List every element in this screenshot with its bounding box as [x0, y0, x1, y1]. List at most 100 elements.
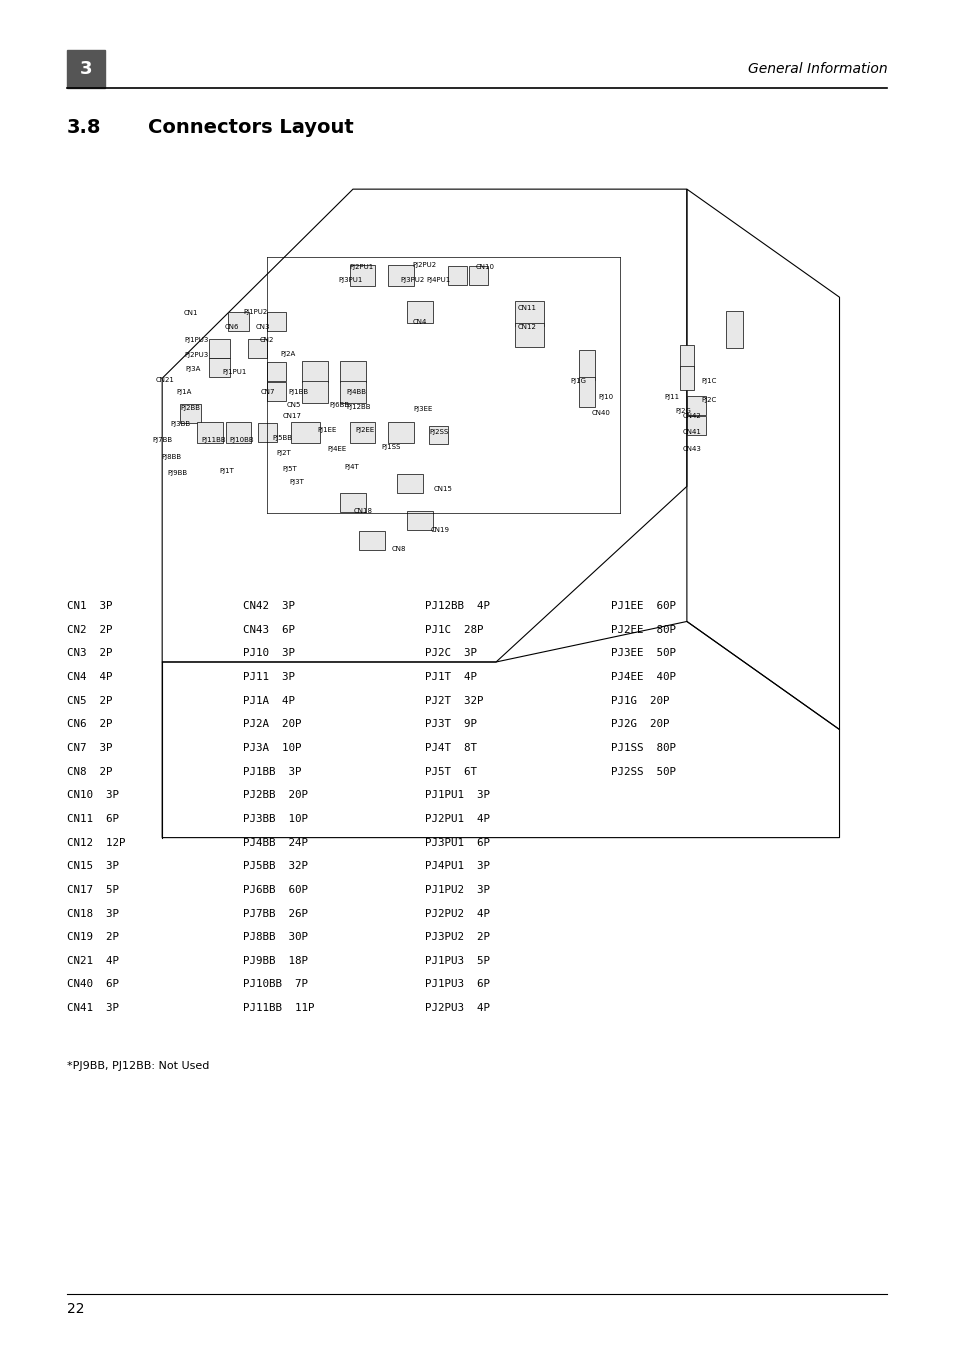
Text: CN7: CN7	[260, 389, 274, 394]
FancyBboxPatch shape	[406, 511, 432, 530]
Text: CN2: CN2	[259, 338, 274, 343]
Text: PJ4EE: PJ4EE	[327, 446, 346, 451]
Text: PJ3BB  10P: PJ3BB 10P	[243, 813, 308, 824]
FancyBboxPatch shape	[515, 323, 543, 347]
FancyBboxPatch shape	[578, 377, 595, 407]
Text: CN8: CN8	[392, 546, 406, 551]
FancyBboxPatch shape	[387, 265, 414, 286]
Text: PJ1T  4P: PJ1T 4P	[424, 671, 476, 682]
FancyBboxPatch shape	[301, 361, 328, 382]
Text: CN10: CN10	[476, 265, 495, 270]
Text: PJ2PU1  4P: PJ2PU1 4P	[424, 813, 489, 824]
Text: CN41  3P: CN41 3P	[67, 1002, 119, 1013]
Text: CN41: CN41	[682, 430, 701, 435]
FancyBboxPatch shape	[267, 382, 286, 401]
Text: PJ10BB  7P: PJ10BB 7P	[243, 979, 308, 989]
FancyBboxPatch shape	[429, 426, 448, 444]
Text: PJ10: PJ10	[598, 394, 613, 400]
Text: PJ1C: PJ1C	[700, 378, 716, 384]
FancyBboxPatch shape	[339, 381, 366, 403]
Text: PJ4PU1: PJ4PU1	[426, 277, 450, 282]
Text: CN43  6P: CN43 6P	[243, 624, 295, 635]
FancyBboxPatch shape	[180, 404, 201, 423]
Text: PJ3T  9P: PJ3T 9P	[424, 719, 476, 730]
Text: PJ11BB  11P: PJ11BB 11P	[243, 1002, 314, 1013]
Text: CN2  2P: CN2 2P	[67, 624, 112, 635]
Text: PJ3PU2: PJ3PU2	[400, 277, 424, 282]
Text: CN10  3P: CN10 3P	[67, 790, 119, 800]
FancyBboxPatch shape	[448, 266, 467, 285]
FancyBboxPatch shape	[349, 422, 375, 443]
Text: CN18  3P: CN18 3P	[67, 908, 119, 919]
Text: PJ9BB: PJ9BB	[167, 470, 187, 476]
Text: PJ4EE  40P: PJ4EE 40P	[610, 671, 675, 682]
FancyBboxPatch shape	[248, 339, 267, 358]
Text: PJ2G: PJ2G	[675, 408, 691, 413]
Text: PJ4BB  24P: PJ4BB 24P	[243, 838, 308, 847]
Text: 3.8: 3.8	[67, 118, 101, 136]
Text: PJ7BB  26P: PJ7BB 26P	[243, 908, 308, 919]
FancyBboxPatch shape	[396, 474, 422, 493]
Text: CN7  3P: CN7 3P	[67, 743, 112, 753]
Text: PJ1A: PJ1A	[176, 389, 192, 394]
Text: CN4: CN4	[412, 319, 426, 324]
Text: PJ3PU2  2P: PJ3PU2 2P	[424, 932, 489, 942]
FancyBboxPatch shape	[469, 266, 488, 285]
FancyBboxPatch shape	[358, 531, 384, 550]
FancyBboxPatch shape	[225, 422, 252, 443]
Text: CN42  3P: CN42 3P	[243, 601, 295, 611]
Text: CN1  3P: CN1 3P	[67, 601, 112, 611]
FancyBboxPatch shape	[209, 339, 230, 358]
Text: PJ4T  8T: PJ4T 8T	[424, 743, 476, 753]
FancyBboxPatch shape	[67, 50, 105, 88]
FancyBboxPatch shape	[209, 358, 230, 377]
Text: PJ10  3P: PJ10 3P	[243, 648, 295, 658]
Text: CN21: CN21	[155, 377, 174, 382]
FancyBboxPatch shape	[301, 381, 328, 403]
Text: PJ2EE: PJ2EE	[355, 427, 375, 432]
Text: CN21  4P: CN21 4P	[67, 957, 119, 966]
Text: CN6: CN6	[224, 324, 238, 330]
Text: General Information: General Information	[747, 62, 886, 76]
Text: PJ1BB  3P: PJ1BB 3P	[243, 766, 301, 777]
Text: CN17: CN17	[282, 413, 301, 419]
Text: PJ2PU3: PJ2PU3	[184, 353, 208, 358]
Text: PJ2T  32P: PJ2T 32P	[424, 696, 482, 705]
Text: PJ1G: PJ1G	[570, 378, 586, 384]
Text: PJ5T: PJ5T	[282, 466, 296, 471]
Text: PJ1PU3  6P: PJ1PU3 6P	[424, 979, 489, 989]
Text: PJ5BB  32P: PJ5BB 32P	[243, 862, 308, 871]
Text: PJ2SS: PJ2SS	[429, 430, 448, 435]
Text: CN11: CN11	[517, 305, 537, 311]
Text: PJ1PU3  5P: PJ1PU3 5P	[424, 957, 489, 966]
Text: PJ2PU1: PJ2PU1	[349, 265, 373, 270]
Text: PJ12BB: PJ12BB	[346, 404, 371, 409]
Text: CN4  4P: CN4 4P	[67, 671, 112, 682]
Text: PJ2A  20P: PJ2A 20P	[243, 719, 301, 730]
Text: CN11  6P: CN11 6P	[67, 813, 119, 824]
Text: CN40  6P: CN40 6P	[67, 979, 119, 989]
Text: PJ1A  4P: PJ1A 4P	[243, 696, 295, 705]
Text: PJ1PU1  3P: PJ1PU1 3P	[424, 790, 489, 800]
Text: PJ3EE  50P: PJ3EE 50P	[610, 648, 675, 658]
Text: PJ2T: PJ2T	[276, 450, 291, 455]
Text: CN40: CN40	[591, 411, 610, 416]
Text: CN12: CN12	[517, 324, 537, 330]
Text: PJ1PU1: PJ1PU1	[222, 369, 247, 374]
Text: PJ2PU3  4P: PJ2PU3 4P	[424, 1002, 489, 1013]
FancyBboxPatch shape	[339, 361, 366, 382]
Text: PJ5BB: PJ5BB	[272, 435, 292, 440]
FancyBboxPatch shape	[291, 422, 319, 443]
Text: PJ8BB: PJ8BB	[161, 454, 181, 459]
Text: PJ1T: PJ1T	[219, 469, 234, 474]
Text: 3: 3	[79, 59, 92, 78]
Text: PJ2A: PJ2A	[280, 351, 295, 357]
Text: PJ2C: PJ2C	[700, 397, 716, 403]
Text: CN17  5P: CN17 5P	[67, 885, 119, 894]
FancyBboxPatch shape	[578, 350, 595, 380]
FancyBboxPatch shape	[726, 311, 741, 347]
Text: CN42: CN42	[682, 413, 701, 419]
Text: *PJ9BB, PJ12BB: Not Used: *PJ9BB, PJ12BB: Not Used	[67, 1062, 209, 1071]
Text: PJ10BB: PJ10BB	[229, 438, 253, 443]
Text: PJ3T: PJ3T	[289, 480, 304, 485]
